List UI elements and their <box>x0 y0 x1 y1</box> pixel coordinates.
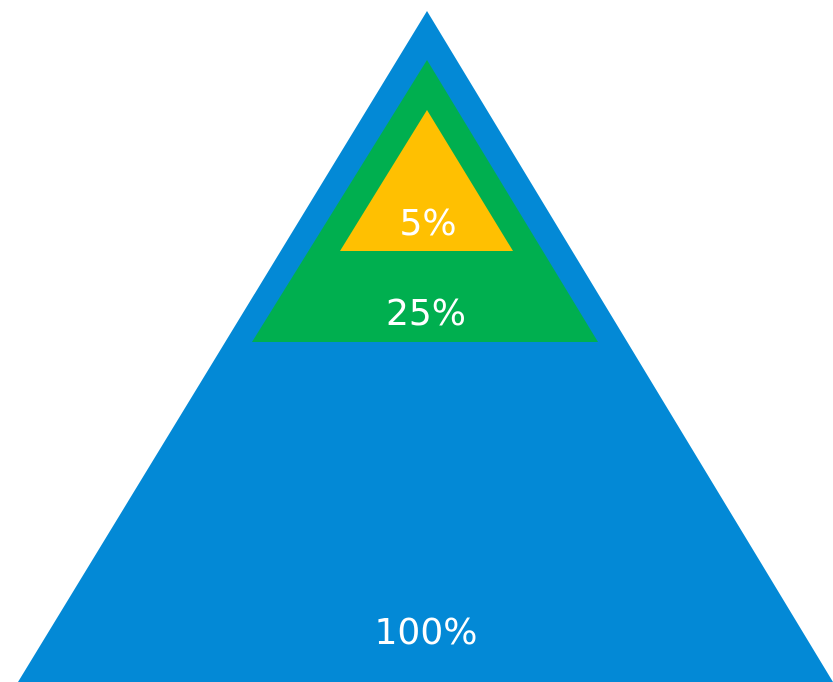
tier-100-triangle <box>18 11 833 682</box>
tier-25-label: 25% <box>386 293 466 334</box>
tier-100-label: 100% <box>375 612 478 653</box>
tier-5-triangle <box>340 110 513 251</box>
tier-5-label: 5% <box>399 203 456 244</box>
